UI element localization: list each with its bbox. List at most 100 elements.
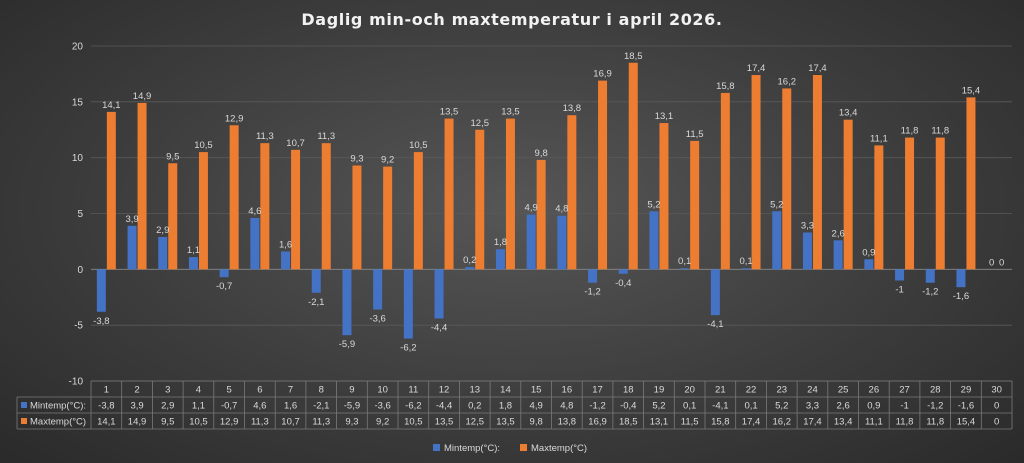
table-day-label: 26 xyxy=(869,385,880,396)
min-temp-bar xyxy=(833,240,843,270)
table-day-label: 16 xyxy=(562,385,573,396)
max-temp-bar xyxy=(782,88,792,270)
min-temp-bar xyxy=(526,214,536,270)
table-cell: 17,4 xyxy=(803,417,822,428)
min-temp-label: 0,1 xyxy=(739,256,752,267)
max-temp-bar xyxy=(690,140,700,270)
min-temp-label: 4,6 xyxy=(248,206,261,217)
table-day-label: 4 xyxy=(196,385,201,396)
table-cell: 5,2 xyxy=(775,401,788,412)
min-temp-bar xyxy=(250,217,260,270)
table-cell: 13,5 xyxy=(435,417,454,428)
max-temp-bar xyxy=(874,145,884,270)
min-temp-label: 5,2 xyxy=(770,199,783,210)
table-cell: 17,4 xyxy=(742,417,761,428)
min-temp-bar xyxy=(864,259,874,270)
max-temp-bar xyxy=(812,75,822,270)
max-temp-bar xyxy=(966,97,976,270)
min-temp-bar xyxy=(127,225,137,270)
max-temp-bar xyxy=(106,111,116,270)
table-day-label: 19 xyxy=(654,385,665,396)
min-temp-bar xyxy=(403,269,413,339)
min-temp-label: -5,9 xyxy=(339,339,355,350)
legend-min-label: Mintemp(°C): xyxy=(444,443,500,454)
table-cell: -0,4 xyxy=(620,401,636,412)
min-temp-bar xyxy=(588,269,598,283)
table-day-label: 12 xyxy=(439,385,450,396)
min-temp-label: -1,2 xyxy=(584,287,600,298)
max-temp-bar xyxy=(475,129,485,270)
max-temp-label: 15,4 xyxy=(962,85,981,96)
table-cell: 10,5 xyxy=(404,417,423,428)
max-temp-label: 10,7 xyxy=(286,138,305,149)
min-temp-label: 5,2 xyxy=(647,199,660,210)
y-tick-label: 10 xyxy=(72,153,84,164)
data-table: 1 2 3 4 5 6 7 8 9 10 11 12 13 14 15 16 17 18 19 20 21 22 23 24 2… xyxy=(16,380,1013,430)
y-tick-label: 15 xyxy=(72,97,84,108)
min-temp-bar xyxy=(772,211,782,270)
table-cell: 11,3 xyxy=(312,417,330,428)
table-cell: 0 xyxy=(994,417,999,428)
table-cell: 3,3 xyxy=(806,401,819,412)
max-temp-label: 12,9 xyxy=(225,113,244,124)
y-tick-label: 5 xyxy=(77,209,83,220)
min-temp-label: -0,4 xyxy=(615,278,631,289)
table-day-label: 1 xyxy=(104,385,109,396)
table-cell: 14,9 xyxy=(128,417,147,428)
table-cell: 16,2 xyxy=(773,417,792,428)
min-temp-bar xyxy=(219,269,229,278)
min-temp-label: -3,8 xyxy=(93,316,109,327)
table-cell: 0,9 xyxy=(867,401,880,412)
table-cell: 13,1 xyxy=(650,417,669,428)
max-temp-label: 10,5 xyxy=(409,140,428,151)
max-temp-bar xyxy=(567,115,577,270)
table-cell: -1 xyxy=(900,401,908,412)
legend-max-label: Maxtemp(°C) xyxy=(531,443,587,454)
table-cell: 13,5 xyxy=(496,417,515,428)
max-temp-bar xyxy=(137,102,147,270)
data-labels: -3,8 3,9 2,9 1,1 -0,7 4,6 1,6 -2,1 -5,9 -3,6 -6,2 -… xyxy=(93,51,1004,354)
max-temp-label: 13,1 xyxy=(655,111,674,122)
table-day-label: 8 xyxy=(319,385,324,396)
max-temp-label: 15,8 xyxy=(716,81,735,92)
max-temp-bar xyxy=(659,123,669,270)
legend-max-swatch xyxy=(520,444,527,451)
min-temp-bar xyxy=(618,269,628,274)
max-temp-label: 16,2 xyxy=(778,76,797,87)
max-temp-label: 10,5 xyxy=(194,140,213,151)
min-temp-label: 4,9 xyxy=(525,203,538,214)
table-cell: -1,6 xyxy=(958,401,974,412)
min-temp-label: -3,6 xyxy=(369,314,385,325)
table-day-label: 25 xyxy=(838,385,849,396)
table-cell: -3,8 xyxy=(98,401,114,412)
table-cell: 10,5 xyxy=(189,417,208,428)
table-day-label: 27 xyxy=(899,385,910,396)
max-temp-label: 17,4 xyxy=(808,63,827,74)
table-cell: 9,3 xyxy=(345,417,358,428)
max-temp-bar xyxy=(843,119,853,270)
table-cell: 10,7 xyxy=(281,417,300,428)
chart-title: Daglig min-och maxtemperatur i april 202… xyxy=(301,10,723,29)
max-temp-bar xyxy=(505,118,515,270)
min-temp-label: -1,6 xyxy=(953,291,969,302)
min-temp-label: 3,3 xyxy=(801,220,814,231)
max-temp-label: 12,5 xyxy=(471,118,490,129)
table-cell: 15,8 xyxy=(711,417,730,428)
min-temp-label: -1,2 xyxy=(922,287,938,298)
legend: Mintemp(°C): Maxtemp(°C) xyxy=(433,443,587,454)
y-tick-label: -5 xyxy=(74,321,83,332)
table-day-label: 10 xyxy=(377,385,388,396)
table-day-label: 13 xyxy=(469,385,480,396)
table-day-label: 14 xyxy=(500,385,511,396)
table-day-label: 20 xyxy=(684,385,695,396)
max-temp-label: 13,5 xyxy=(501,107,520,118)
table-max-swatch xyxy=(21,418,27,424)
table-cell: 0,1 xyxy=(683,401,696,412)
min-temp-label: 2,9 xyxy=(156,225,169,236)
table-day-label: 17 xyxy=(592,385,603,396)
max-temp-bar xyxy=(935,137,945,270)
min-temp-label: 0,9 xyxy=(862,247,875,258)
max-temp-bar xyxy=(413,152,423,270)
table-cell: 11,8 xyxy=(926,417,944,428)
table-min-swatch xyxy=(21,402,27,408)
